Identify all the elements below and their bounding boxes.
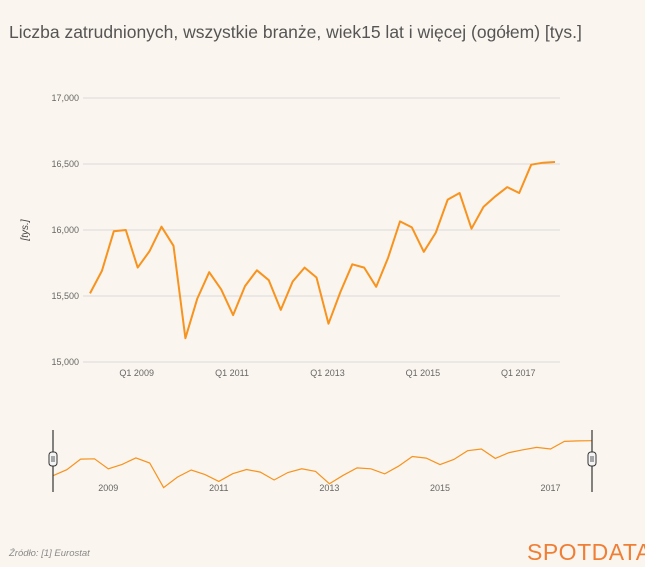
navigator-year-label: 2015 — [430, 483, 450, 493]
navigator-year-labels: 2009 2011 2013 2015 2017 — [98, 483, 560, 493]
navigator-year-label: 2009 — [98, 483, 118, 493]
y-tick-label: 17,000 — [51, 93, 79, 103]
navigator-year-label: 2017 — [541, 483, 561, 493]
y-tick-label: 15,500 — [51, 291, 79, 301]
x-tick-labels: Q1 2009 Q1 2011 Q1 2013 Q1 2015 Q1 2017 — [119, 368, 535, 378]
navigator-series-line — [52, 440, 593, 489]
y-tick-label: 16,000 — [51, 225, 79, 235]
chart-title: Liczba zatrudnionych, wszystkie branże, … — [9, 22, 582, 42]
navigator-year-label: 2011 — [209, 483, 228, 493]
x-tick-label: Q1 2017 — [501, 368, 536, 378]
y-axis-label: [tys.] — [20, 219, 31, 241]
source-note: Źródło: [1] Eurostat — [9, 548, 90, 559]
navigator-year-label: 2013 — [319, 483, 339, 493]
spotdata-logo: SPOTDATA — [527, 539, 645, 565]
x-tick-label: Q1 2009 — [119, 368, 154, 378]
y-tick-labels: 15,000 15,500 16,000 16,500 17,000 — [51, 93, 79, 367]
navigator-right-handle[interactable] — [587, 430, 597, 492]
series-line — [89, 161, 556, 340]
x-tick-label: Q1 2015 — [406, 368, 441, 378]
y-tick-label: 16,500 — [51, 159, 79, 169]
grid-lines — [83, 97, 560, 363]
navigator-panel: 2009 2011 2013 2015 2017 — [48, 430, 597, 493]
x-tick-label: Q1 2011 — [215, 368, 249, 378]
x-tick-label: Q1 2013 — [310, 368, 345, 378]
y-tick-label: 15,000 — [51, 357, 79, 367]
navigator-left-handle[interactable] — [48, 430, 58, 492]
